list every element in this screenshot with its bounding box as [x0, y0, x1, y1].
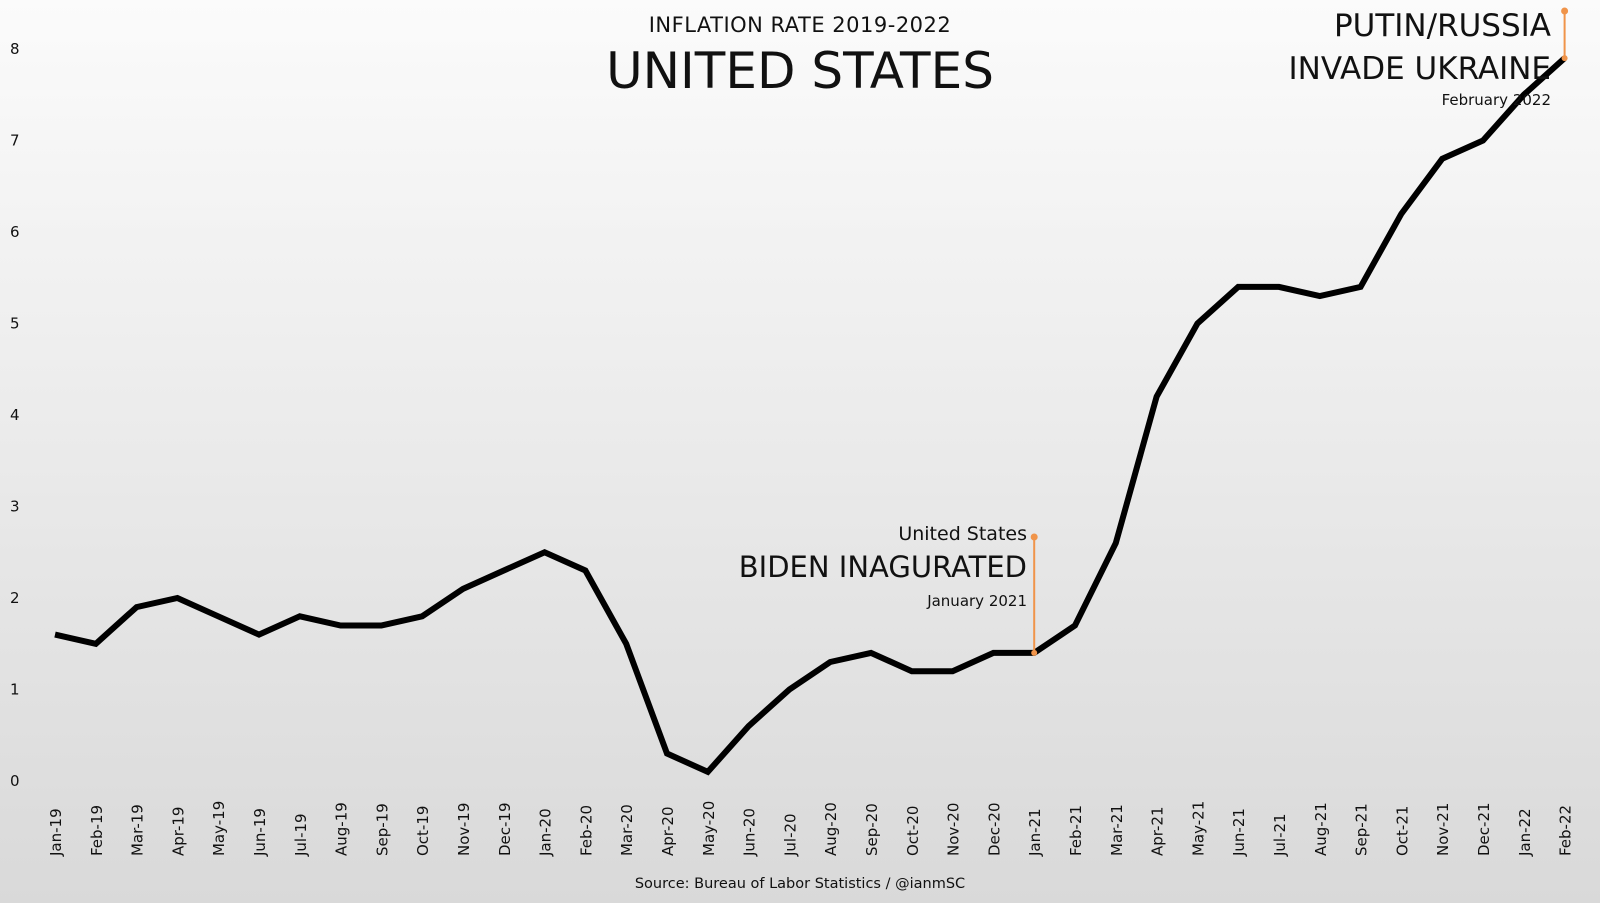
x-tick-label: Jan-21: [1026, 808, 1044, 857]
x-tick-label: Jan-22: [1516, 808, 1534, 857]
x-tick-label: Nov-19: [455, 803, 473, 856]
x-tick-label: Jul-21: [1271, 813, 1289, 857]
putin-annotation-date: February 2022: [1441, 91, 1551, 109]
y-tick-label: 5: [10, 315, 20, 333]
biden-marker-dot-top: [1030, 533, 1038, 541]
x-tick-label: Jun-21: [1230, 808, 1248, 857]
y-tick-label: 7: [10, 132, 20, 150]
x-tick-label: Dec-19: [496, 802, 514, 856]
x-tick-label: Apr-20: [659, 807, 677, 857]
biden-annotation-line1: United States: [898, 523, 1027, 545]
x-tick-label: Feb-22: [1557, 805, 1575, 856]
x-tick-label: Dec-20: [985, 802, 1003, 856]
x-tick-label: Apr-21: [1149, 807, 1167, 857]
y-tick-label: 4: [10, 406, 20, 424]
x-tick-label: Jan-19: [47, 808, 65, 857]
x-tick-label: Oct-19: [414, 806, 432, 856]
putin-annotation-line1: PUTIN/RUSSIA: [1333, 8, 1551, 44]
y-tick-label: 8: [10, 40, 20, 58]
putin-annotation-line2: INVADE UKRAINE: [1288, 51, 1551, 87]
x-tick-label: Jun-20: [741, 808, 759, 857]
x-tick-label: Nov-20: [945, 803, 963, 856]
x-tick-label: Dec-21: [1475, 802, 1493, 856]
biden-annotation-date: January 2021: [927, 592, 1027, 610]
chart-title: UNITED STATES: [606, 42, 994, 100]
x-tick-label: Jul-19: [292, 813, 310, 857]
x-tick-label: Sep-19: [373, 803, 391, 856]
y-tick-label: 0: [10, 772, 20, 790]
x-tick-label: Oct-21: [1393, 806, 1411, 856]
biden-marker-dot-bottom: [1031, 649, 1038, 656]
y-tick-label: 3: [10, 498, 20, 516]
x-tick-label: Feb-19: [88, 805, 106, 856]
x-tick-label: May-19: [210, 801, 228, 856]
source-note: Source: Bureau of Labor Statistics / @ia…: [634, 876, 966, 892]
y-tick-label: 6: [10, 223, 20, 241]
series-line: [54, 55, 1567, 776]
x-tick-label: Mar-20: [618, 804, 636, 856]
x-tick-label: May-20: [700, 801, 718, 856]
x-tick-label: Oct-20: [904, 806, 922, 856]
x-tick-label: Jan-20: [537, 808, 555, 857]
x-tick-label: Nov-21: [1434, 803, 1452, 856]
putin-marker-dot-top: [1561, 7, 1569, 15]
x-tick-label: Aug-19: [333, 802, 351, 856]
x-tick-label: Aug-21: [1312, 802, 1330, 856]
chart-subtitle: INFLATION RATE 2019-2022: [648, 13, 952, 37]
y-tick-label: 1: [10, 681, 20, 699]
x-tick-label: Apr-19: [169, 807, 187, 857]
x-tick-label: Mar-21: [1108, 804, 1126, 856]
x-tick-label: Mar-19: [129, 804, 147, 856]
x-tick-label: Feb-20: [577, 805, 595, 856]
x-tick-label: Sep-20: [863, 803, 881, 856]
y-tick-label: 2: [10, 589, 20, 607]
putin-marker-dot-bottom: [1561, 55, 1568, 62]
x-tick-label: Aug-20: [822, 802, 840, 856]
x-tick-label: May-21: [1189, 801, 1207, 856]
x-tick-label: Jun-19: [251, 808, 269, 857]
x-tick-label: Sep-21: [1353, 803, 1371, 856]
x-tick-label: Jul-20: [781, 813, 799, 857]
x-tick-label: Feb-21: [1067, 805, 1085, 856]
biden-annotation-line2: BIDEN INAGURATED: [738, 550, 1027, 584]
